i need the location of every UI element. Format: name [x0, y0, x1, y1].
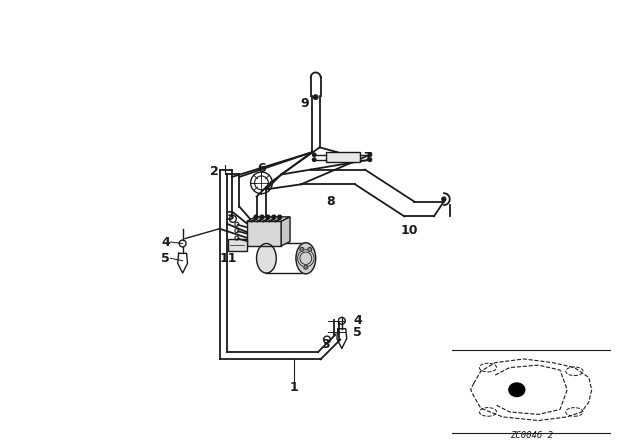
Circle shape: [300, 247, 304, 251]
Text: 10: 10: [401, 224, 418, 237]
Ellipse shape: [257, 244, 276, 273]
Text: 9: 9: [301, 96, 309, 110]
Circle shape: [368, 158, 372, 161]
Polygon shape: [228, 238, 246, 251]
Polygon shape: [246, 217, 290, 221]
Circle shape: [312, 153, 316, 156]
Text: 1: 1: [289, 381, 298, 394]
Circle shape: [312, 158, 316, 161]
Text: 7: 7: [363, 151, 372, 164]
Text: 11: 11: [220, 252, 237, 265]
Polygon shape: [246, 221, 281, 246]
Text: 3: 3: [321, 338, 330, 351]
Text: 5: 5: [353, 326, 362, 339]
Text: 8: 8: [326, 195, 335, 208]
Circle shape: [304, 265, 308, 269]
Circle shape: [442, 197, 446, 201]
Text: ZC0046 2: ZC0046 2: [509, 431, 553, 440]
Circle shape: [314, 95, 318, 99]
Circle shape: [368, 153, 372, 156]
Text: 5: 5: [161, 252, 170, 265]
Circle shape: [260, 215, 264, 219]
Polygon shape: [326, 152, 360, 162]
Text: 4: 4: [161, 236, 170, 249]
Ellipse shape: [296, 243, 316, 274]
Text: 2: 2: [211, 164, 219, 177]
Circle shape: [308, 247, 312, 251]
Text: 3: 3: [225, 210, 234, 223]
Polygon shape: [281, 217, 290, 246]
Circle shape: [266, 215, 270, 219]
Circle shape: [254, 215, 258, 219]
Circle shape: [509, 383, 525, 396]
Circle shape: [278, 215, 282, 219]
Circle shape: [272, 215, 276, 219]
Text: 6: 6: [257, 162, 266, 175]
Text: 4: 4: [353, 314, 362, 327]
